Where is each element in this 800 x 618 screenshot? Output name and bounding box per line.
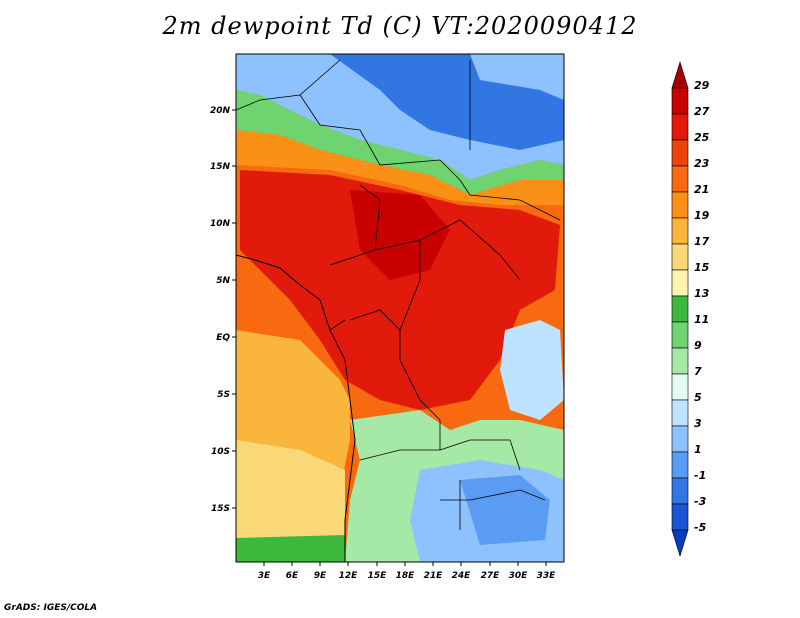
colorbar-swatch <box>671 425 689 453</box>
lat-axis: 20N 15N 10N 5N EQ 5S 10S 15S <box>210 106 236 514</box>
colorbar-label: 5 <box>694 391 702 404</box>
field-max-core <box>350 190 450 280</box>
colorbar-labels: 29 27 25 23 21 19 17 15 13 11 9 7 5 3 1 … <box>694 79 710 534</box>
field-transition-band <box>236 90 564 195</box>
lon-label: 9E <box>314 571 327 581</box>
field-sahel-band <box>236 130 564 205</box>
field-east-lakes <box>500 320 564 420</box>
lon-label: 18E <box>396 571 416 581</box>
lon-label: 27E <box>481 571 501 581</box>
lon-label: 33E <box>537 571 557 581</box>
colorbar-label: 7 <box>694 365 702 378</box>
lat-label: 10S <box>211 447 230 457</box>
colorbar-label: 21 <box>694 183 709 196</box>
colorbar-swatch <box>671 217 689 245</box>
colorbar-label: 15 <box>694 261 710 274</box>
colorbar-label: 23 <box>694 157 710 170</box>
field-southwest-green <box>236 535 345 562</box>
lon-axis: 3E 6E 9E 12E 15E 18E 21E 24E 27E 30E 33E <box>258 562 556 581</box>
colorbar-label: 1 <box>694 443 702 456</box>
lon-label: 12E <box>339 571 359 581</box>
colorbar-label: 11 <box>694 313 709 326</box>
dewpoint-field <box>236 54 564 562</box>
colorbar-label: -1 <box>694 469 706 482</box>
colorbar-swatch <box>671 113 689 141</box>
colorbar-label: -5 <box>694 521 707 534</box>
map-frame <box>235 53 565 563</box>
lon-label: 24E <box>452 571 472 581</box>
colorbar-swatch <box>671 451 689 479</box>
lat-label: 20N <box>210 106 231 116</box>
lat-label: 15N <box>210 162 231 172</box>
field-south-driest <box>460 475 550 545</box>
colorbar-label: 29 <box>694 79 710 92</box>
colorbar-swatch <box>671 269 689 297</box>
lat-label: 15S <box>211 504 230 514</box>
colorbar <box>671 60 689 558</box>
colorbar-swatch <box>671 503 689 531</box>
country-borders <box>236 59 561 530</box>
colorbar-swatch <box>671 373 689 401</box>
lon-label: 15E <box>368 571 388 581</box>
colorbar-swatch <box>671 191 689 219</box>
colorbar-label: 9 <box>694 339 702 352</box>
field-humid-core <box>240 170 560 410</box>
colorbar-swatch <box>671 165 689 193</box>
lon-label: 6E <box>286 571 299 581</box>
colorbar-swatch <box>671 529 689 558</box>
coastline-west <box>236 254 356 562</box>
colorbar-swatch <box>671 87 689 115</box>
colorbar-label: 3 <box>694 417 702 430</box>
colorbar-swatch <box>671 60 689 89</box>
grads-credit: GrADS: IGES/COLA <box>4 603 98 613</box>
field-north-very-dry <box>330 54 564 150</box>
colorbar-label: 27 <box>694 105 710 118</box>
field-atlantic-south <box>236 440 345 545</box>
map-title: 2m dewpoint Td (C) VT:2020090412 <box>162 12 638 40</box>
colorbar-label: 17 <box>694 235 710 248</box>
lat-label: 5N <box>216 276 230 286</box>
lat-label: 10N <box>210 219 231 229</box>
colorbar-swatch <box>671 321 689 349</box>
colorbar-label: 25 <box>694 131 710 144</box>
colorbar-swatch <box>671 139 689 167</box>
colorbar-label: 13 <box>694 287 710 300</box>
lon-label: 30E <box>509 571 529 581</box>
colorbar-swatch <box>671 295 689 323</box>
lon-label: 21E <box>424 571 444 581</box>
colorbar-swatch <box>671 243 689 271</box>
lat-label: 5S <box>217 390 230 400</box>
colorbar-label: -3 <box>694 495 707 508</box>
colorbar-swatch <box>671 399 689 427</box>
lat-label: EQ <box>216 333 230 343</box>
colorbar-swatch <box>671 347 689 375</box>
lon-label: 3E <box>258 571 271 581</box>
colorbar-label: 19 <box>694 209 710 222</box>
colorbar-swatch <box>671 477 689 505</box>
